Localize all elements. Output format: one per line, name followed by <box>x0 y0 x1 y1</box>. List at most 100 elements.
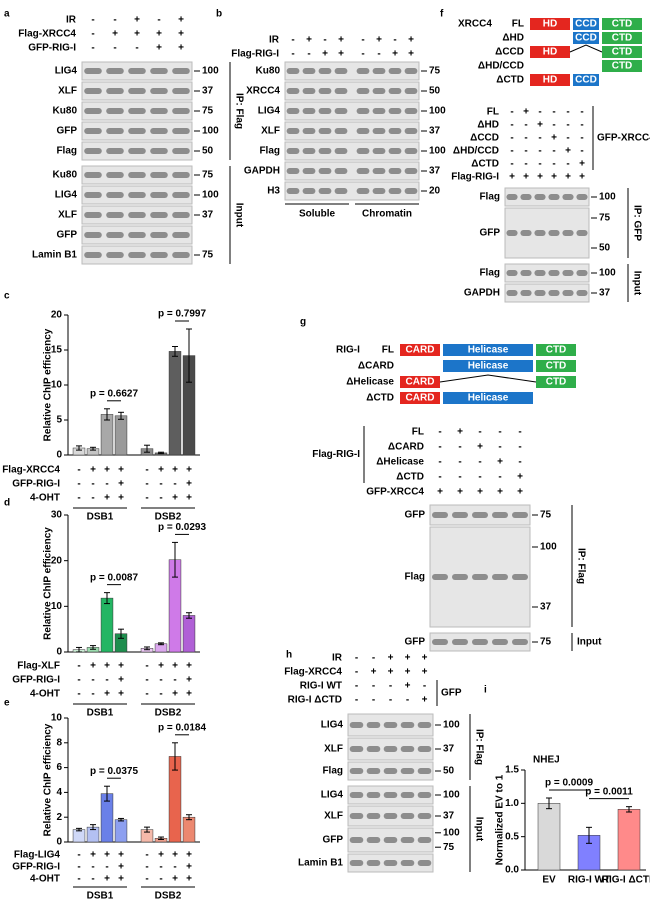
y-tick-label: 0 <box>56 837 62 848</box>
blot-band <box>548 194 560 200</box>
blot-band <box>534 290 546 296</box>
condition-sign: - <box>538 159 541 170</box>
condition-sign: - <box>538 146 541 157</box>
blot-band <box>106 192 124 198</box>
group-label: DSB2 <box>155 708 182 719</box>
blot-band <box>388 168 402 174</box>
condition-sign: - <box>145 689 148 700</box>
condition-sign: - <box>77 675 80 686</box>
y-tick-label: 8 <box>56 737 62 748</box>
blot-band <box>452 574 468 580</box>
blot-band <box>106 68 124 74</box>
blot-band <box>286 168 300 174</box>
y-tick-label: 20 <box>51 310 63 321</box>
condition-sign: - <box>91 675 94 686</box>
p-value: p = 0.7997 <box>158 309 207 320</box>
blot-band <box>349 813 364 819</box>
blot-band <box>349 837 364 843</box>
condition-sign: - <box>159 862 162 873</box>
blot-band <box>349 792 364 798</box>
blot-band <box>520 230 532 236</box>
condition-sign: + <box>457 487 463 498</box>
blot-strip <box>504 207 590 259</box>
condition-sign: + <box>551 172 557 183</box>
condition-sign: - <box>361 35 364 46</box>
blot-band <box>548 270 560 276</box>
condition-sign: + <box>104 689 110 700</box>
condition-sign: - <box>159 689 162 700</box>
domain <box>443 360 533 372</box>
group-label: DSB2 <box>155 891 182 902</box>
blot-band <box>383 813 398 819</box>
panel-label: g <box>300 317 306 328</box>
condition-sign: + <box>158 850 164 861</box>
condition-sign: + <box>408 49 414 60</box>
blot-band <box>366 837 381 843</box>
condition-sign: + <box>134 15 140 26</box>
group-label: Input <box>577 637 602 648</box>
blot-band <box>452 639 468 645</box>
blot-band <box>404 108 418 114</box>
condition-sign: - <box>91 689 94 700</box>
blot-band <box>302 168 316 174</box>
domain-label: CTD <box>612 33 633 44</box>
blot-band <box>383 792 398 798</box>
band-label: Ku80 <box>256 66 281 77</box>
domain <box>602 46 642 58</box>
domain <box>536 360 576 372</box>
marker-label: 37 <box>202 210 214 221</box>
condition-sign: - <box>91 29 94 40</box>
condition-sign: - <box>355 667 358 678</box>
condition-label: GFP-RIG-I <box>12 675 60 686</box>
condition-sign: - <box>91 493 94 504</box>
blot-band <box>506 290 518 296</box>
band-label: Flag <box>259 146 280 157</box>
blot-strip <box>284 61 420 81</box>
marker-label: 100 <box>443 827 460 838</box>
marker-label: 50 <box>202 146 214 157</box>
condition-sign: + <box>565 146 571 157</box>
blot-band <box>106 88 124 94</box>
y-tick-label: 1.5 <box>505 765 519 776</box>
blot-strip <box>347 853 434 873</box>
blot-strip <box>429 504 531 526</box>
band-label: XRCC4 <box>246 86 280 97</box>
condition-sign: - <box>77 689 80 700</box>
condition-sign: - <box>91 862 94 873</box>
band-label: Lamin B1 <box>298 858 343 869</box>
band-label: Flag <box>56 146 77 157</box>
band-label: XLF <box>58 86 77 97</box>
y-axis-label: Relative ChIP efficiency <box>43 723 54 836</box>
blot-strip <box>429 526 531 628</box>
band-label: Ku80 <box>53 106 78 117</box>
condition-sign: - <box>173 862 176 873</box>
condition-sign: - <box>538 133 541 144</box>
blot-band <box>520 290 532 296</box>
blot-band <box>84 232 102 238</box>
condition-label: ΔCARD <box>388 442 424 453</box>
condition-sign: - <box>145 850 148 861</box>
condition-sign: + <box>104 465 110 476</box>
band-label: GAPDH <box>244 166 280 177</box>
blot-band <box>372 168 386 174</box>
band-label: LIG4 <box>321 720 344 731</box>
blot-band <box>334 148 348 154</box>
blot-strip <box>504 283 590 303</box>
domain <box>400 376 440 388</box>
blot-band <box>576 290 588 296</box>
blot-band <box>366 813 381 819</box>
condition-sign: + <box>104 493 110 504</box>
domain-label: CCD <box>575 19 597 30</box>
blot-band <box>472 512 488 518</box>
blot-band <box>106 232 124 238</box>
blot-band <box>417 860 432 866</box>
blot-band <box>520 270 532 276</box>
blot-band <box>562 290 574 296</box>
blot-band <box>562 194 574 200</box>
bar <box>168 351 182 456</box>
blot-band <box>562 230 574 236</box>
marker-label: 37 <box>429 166 441 177</box>
blot-band <box>372 108 386 114</box>
condition-sign: + <box>551 133 557 144</box>
